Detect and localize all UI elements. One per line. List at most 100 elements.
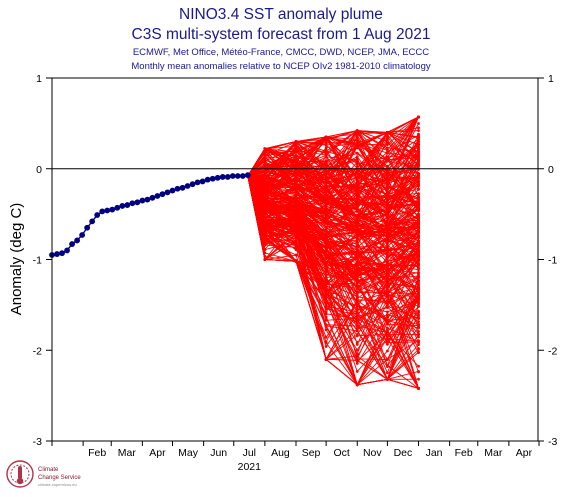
forecast-member-point: [355, 145, 359, 148]
forecast-member-point: [385, 240, 389, 244]
y-axis-label: Anomaly (deg C): [8, 203, 25, 316]
forecast-member-point: [355, 231, 359, 235]
forecast-member-point: [417, 291, 420, 295]
observed-line: [51, 174, 248, 256]
observed-point: [99, 208, 106, 215]
forecast-member-point: [417, 129, 420, 132]
forecast-member-point: [324, 148, 328, 151]
forecast-member-point: [324, 174, 328, 178]
forecast-member-point: [355, 221, 359, 225]
logo-name-line2: Change Service: [38, 475, 81, 481]
forecast-member-point: [355, 151, 359, 155]
forecast-member-point: [417, 302, 420, 306]
forecast-member-point: [355, 265, 359, 268]
forecast-member-point: [324, 210, 328, 214]
forecast-member-point: [355, 175, 359, 179]
forecast-member-point: [417, 132, 420, 136]
forecast-member-point: [417, 324, 420, 327]
forecast-member-point: [355, 187, 359, 191]
forecast-member-point: [385, 257, 389, 261]
forecast-member-point: [417, 195, 420, 199]
forecast-member-point: [324, 230, 328, 233]
forecast-member-point: [385, 155, 389, 159]
forecast-member-point: [355, 348, 359, 352]
forecast-member-point: [417, 386, 420, 390]
forecast-member-point: [417, 222, 420, 226]
forecast-member-point: [263, 194, 267, 198]
forecast-member-point: [324, 335, 328, 339]
forecast-member-point: [294, 182, 298, 186]
observed-point: [224, 174, 231, 180]
forecast-member-point: [417, 246, 420, 250]
observed-point: [134, 199, 141, 206]
forecast-member-point: [355, 245, 359, 249]
forecast-member-point: [324, 345, 328, 348]
forecast-member-point: [355, 290, 359, 293]
forecast-member-point: [385, 294, 389, 298]
forecast-member-point: [324, 282, 328, 285]
forecast-member-point: [417, 270, 420, 274]
y-tick-label-right: -3: [548, 436, 557, 448]
forecast-member-point: [294, 237, 298, 241]
forecast-member-point: [385, 313, 389, 317]
observed-point: [234, 173, 241, 179]
observed-point: [124, 202, 131, 208]
forecast-member-point: [417, 262, 420, 266]
observed-point: [209, 175, 216, 182]
observed-point: [154, 193, 161, 199]
forecast-member-point: [355, 172, 359, 176]
observed-point: [184, 183, 191, 189]
x-tick-label: Nov: [363, 447, 382, 459]
forecast-member-point: [417, 192, 420, 195]
forecast-member-point: [385, 212, 389, 215]
observed-point: [139, 197, 146, 204]
forecast-member-point: [355, 200, 359, 204]
forecast-member-point: [385, 332, 389, 336]
forecast-member-point: [417, 147, 420, 151]
observed-point: [74, 237, 81, 244]
forecast-member-point: [324, 240, 328, 244]
forecast-member-point: [324, 285, 328, 289]
forecast-member-point: [263, 151, 267, 155]
forecast-member-point: [385, 249, 389, 252]
forecast-member-point: [263, 237, 267, 240]
forecast-member-point: [263, 200, 267, 204]
forecast-member-point: [417, 285, 420, 289]
forecast-member-point: [385, 139, 389, 143]
forecast-member-point: [324, 171, 328, 175]
observed-point: [219, 174, 226, 180]
x-tick-label: Jan: [426, 447, 443, 459]
forecast-member-point: [385, 174, 389, 178]
forecast-member-point: [385, 284, 389, 288]
forecast-member-point: [324, 260, 328, 264]
forecast-member-point: [294, 227, 298, 231]
forecast-member-point: [417, 173, 420, 176]
forecast-member-point: [324, 195, 328, 199]
forecast-member-point: [385, 269, 389, 273]
observed-point: [144, 196, 151, 203]
forecast-member-point: [385, 358, 389, 361]
observed-point: [174, 185, 181, 192]
forecast-member-point: [294, 222, 298, 226]
forecast-member-point: [355, 269, 359, 273]
forecast-member-point: [263, 251, 267, 255]
forecast-member-point: [417, 142, 420, 146]
forecast-member-point: [324, 270, 328, 274]
forecast-member-point: [263, 209, 267, 213]
forecast-member-point: [324, 135, 328, 139]
observed-point: [204, 176, 211, 183]
chart-subtitle: C3S multi-system forecast from 1 Aug 202…: [132, 26, 431, 43]
forecast-member-point: [385, 235, 389, 239]
observed-point: [94, 212, 101, 218]
forecast-member-point: [324, 204, 328, 207]
forecast-member-point: [417, 150, 420, 154]
forecast-member-point: [417, 159, 420, 163]
x-tick-label: Feb: [88, 447, 106, 459]
forecast-member-point: [385, 336, 389, 340]
forecast-member-point: [385, 185, 389, 189]
forecast-member-point: [294, 233, 298, 236]
forecast-member-point: [417, 257, 420, 261]
forecast-member-point: [324, 257, 328, 260]
x-tick-label: May: [178, 447, 199, 459]
forecast-member-point: [417, 209, 420, 213]
